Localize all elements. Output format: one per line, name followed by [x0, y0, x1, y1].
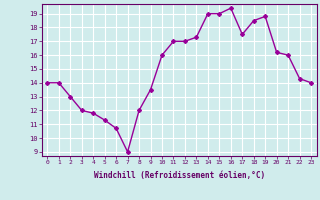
X-axis label: Windchill (Refroidissement éolien,°C): Windchill (Refroidissement éolien,°C) — [94, 171, 265, 180]
